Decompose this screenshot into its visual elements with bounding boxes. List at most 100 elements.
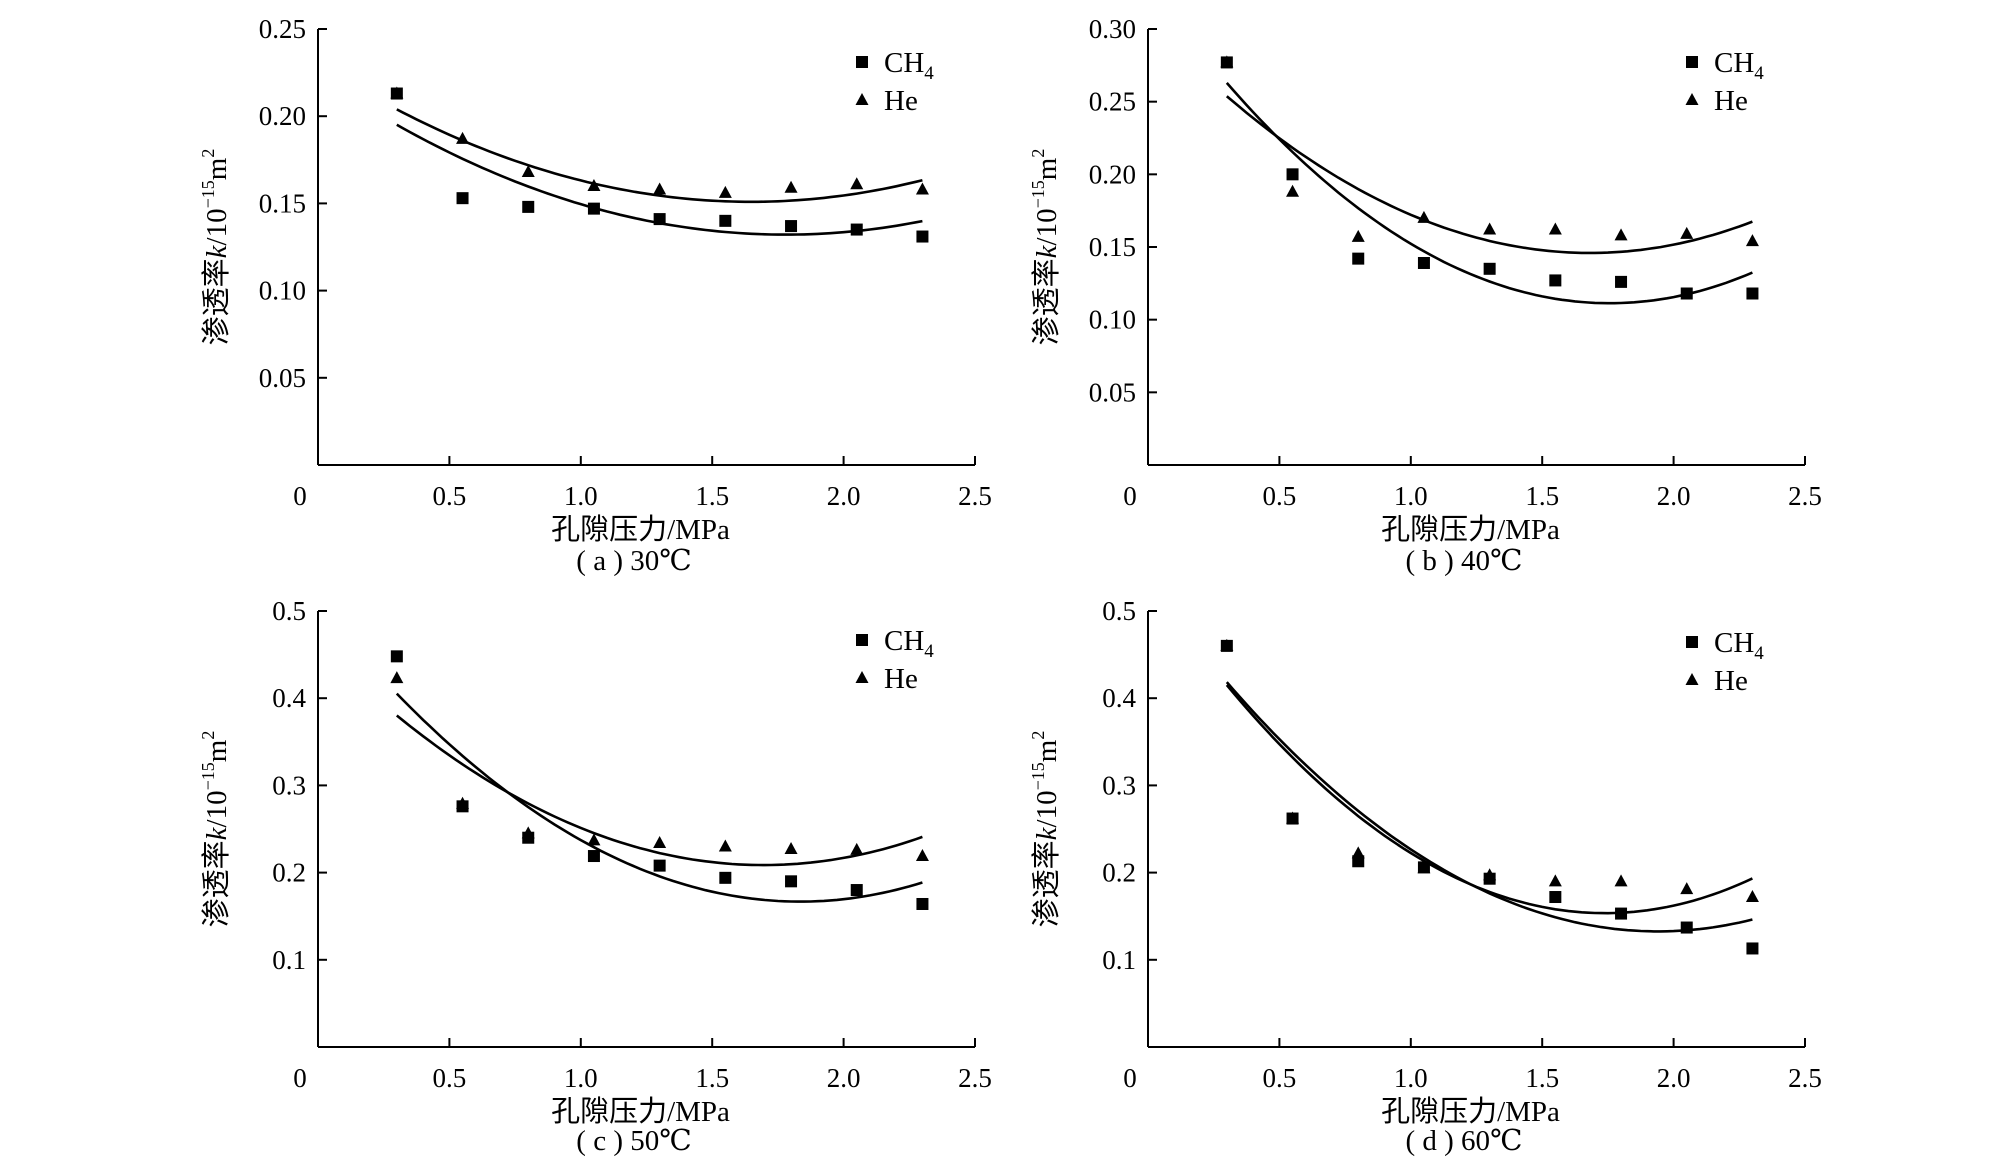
data-point-ch4	[785, 220, 798, 233]
x-tick-label: 0.5	[433, 1063, 467, 1093]
legend-label: CH4	[1714, 47, 1764, 84]
y-tick-label: 0.05	[1089, 377, 1136, 407]
y-tick-label: 0.15	[259, 188, 306, 218]
y-axis-title-m-exp: 2	[198, 149, 218, 158]
legend-label-name: He	[884, 85, 918, 117]
data-point-ch4	[1746, 942, 1759, 955]
legend-marker-he	[1685, 673, 1699, 685]
legend-label-name: CH	[1714, 627, 1754, 659]
data-point-he	[1614, 874, 1628, 887]
y-axis-title-m-exp: 2	[1028, 149, 1048, 158]
y-axis-title-k: k	[201, 244, 233, 258]
y-axis-title-m: m	[201, 739, 233, 762]
x-tick-label: 0	[293, 481, 307, 511]
y-tick-label: 0.20	[1089, 159, 1136, 189]
data-point-ch4	[1352, 252, 1365, 265]
data-point-ch4	[1680, 921, 1693, 934]
legend-label-sub: 4	[924, 63, 934, 84]
legend-label: CH4	[1714, 627, 1764, 664]
legend-marker-ch4	[1686, 56, 1698, 68]
data-point-he	[1548, 874, 1562, 887]
x-tick-label: 2.5	[1788, 1063, 1822, 1093]
data-point-he	[1286, 811, 1300, 824]
legend-marker-ch4	[856, 634, 868, 646]
data-point-he	[1614, 228, 1628, 241]
data-point-he	[1220, 638, 1234, 651]
data-point-he	[456, 131, 470, 144]
x-tick-label: 2.5	[958, 1063, 992, 1093]
x-tick-label: 1.5	[1525, 1063, 1559, 1093]
x-axis-title: 孔隙压力/MPa	[551, 513, 730, 546]
y-tick-label: 0.4	[1102, 683, 1136, 713]
data-point-he	[718, 839, 732, 852]
data-point-he	[587, 178, 601, 191]
data-point-ch4	[850, 884, 863, 897]
y-tick-label: 0.10	[1089, 305, 1136, 335]
legend-marker-he	[855, 671, 869, 683]
fit-curve-he	[396, 108, 923, 204]
data-point-he	[1351, 229, 1365, 242]
chart-panel-3: 0 0.5 1.0 1.5 2.0 2.5 0.1 0.2 0.3 0.4 0.5 孔隙压力/MPa 渗…	[198, 596, 992, 1157]
legend-label: He	[884, 85, 918, 117]
x-tick-label: 0.5	[433, 481, 467, 511]
panel-caption: ( b ) 40℃	[1405, 545, 1522, 577]
data-point-he	[1220, 55, 1234, 68]
x-axis-title: 孔隙压力/MPa	[1381, 1095, 1560, 1128]
data-point-he	[1745, 890, 1759, 903]
y-tick-label: 0.5	[272, 596, 306, 626]
y-axis-title-unit: /10	[201, 208, 233, 245]
data-point-he	[653, 835, 667, 848]
y-axis-title-unit: /10	[1031, 790, 1063, 827]
x-tick-label: 2.0	[827, 481, 861, 511]
y-tick-label: 0.1	[1102, 945, 1136, 975]
y-axis-title-unit: /10	[201, 790, 233, 827]
data-point-he	[1680, 882, 1694, 895]
legend-label: He	[1714, 85, 1748, 117]
data-point-ch4	[719, 214, 732, 227]
data-point-ch4	[850, 223, 863, 236]
legend-label-name: He	[884, 663, 918, 695]
legend-marker-he	[1685, 93, 1699, 105]
data-point-he	[718, 185, 732, 198]
y-axis-title-m-exp: 2	[198, 731, 218, 740]
data-point-ch4	[390, 650, 403, 663]
y-axis-title-exp: −15	[1028, 180, 1048, 208]
y-tick-label: 0.3	[272, 770, 306, 800]
data-point-he	[1417, 861, 1431, 874]
y-tick-label: 0.2	[272, 858, 306, 888]
y-tick-label: 0.4	[272, 683, 306, 713]
fit-curve-ch4	[1225, 681, 1753, 933]
y-axis-title-m: m	[1031, 157, 1063, 180]
y-tick-label: 0.30	[1089, 14, 1136, 44]
chart-panel-4: 0 0.5 1.0 1.5 2.0 2.5 0.1 0.2 0.3 0.4 0.5 孔隙压力/MPa 渗…	[1028, 596, 1822, 1157]
data-point-ch4	[456, 192, 469, 205]
data-point-he	[1548, 222, 1562, 235]
fit-curve-he	[395, 714, 923, 867]
x-tick-label: 2.0	[1657, 481, 1691, 511]
data-point-he	[521, 165, 535, 178]
y-axis-title: 渗透率k/10−15m2	[198, 731, 233, 928]
y-tick-label: 0.3	[1102, 770, 1136, 800]
y-tick-label: 0.20	[259, 101, 306, 131]
x-tick-label: 0	[293, 1063, 307, 1093]
x-tick-label: 0	[1123, 481, 1137, 511]
x-tick-label: 1.0	[564, 1063, 598, 1093]
legend-label: CH4	[884, 47, 934, 84]
y-tick-label: 0.5	[1102, 596, 1136, 626]
x-tick-label: 2.5	[1788, 481, 1822, 511]
y-axis-title-k: k	[201, 826, 233, 840]
y-axis-title-unit: /10	[1031, 208, 1063, 245]
legend-label-name: He	[1714, 665, 1748, 697]
y-axis-title-k: k	[1031, 244, 1063, 258]
data-point-ch4	[587, 850, 600, 863]
data-point-he	[915, 849, 929, 862]
data-point-ch4	[653, 859, 666, 872]
data-point-he	[1286, 184, 1300, 197]
x-tick-label: 1.0	[564, 481, 598, 511]
data-point-ch4	[522, 200, 535, 213]
data-point-ch4	[785, 875, 798, 888]
y-tick-label: 0.25	[1089, 87, 1136, 117]
data-point-he	[784, 842, 798, 855]
x-tick-label: 1.0	[1394, 1063, 1428, 1093]
panel-caption: ( c ) 50℃	[576, 1125, 691, 1157]
